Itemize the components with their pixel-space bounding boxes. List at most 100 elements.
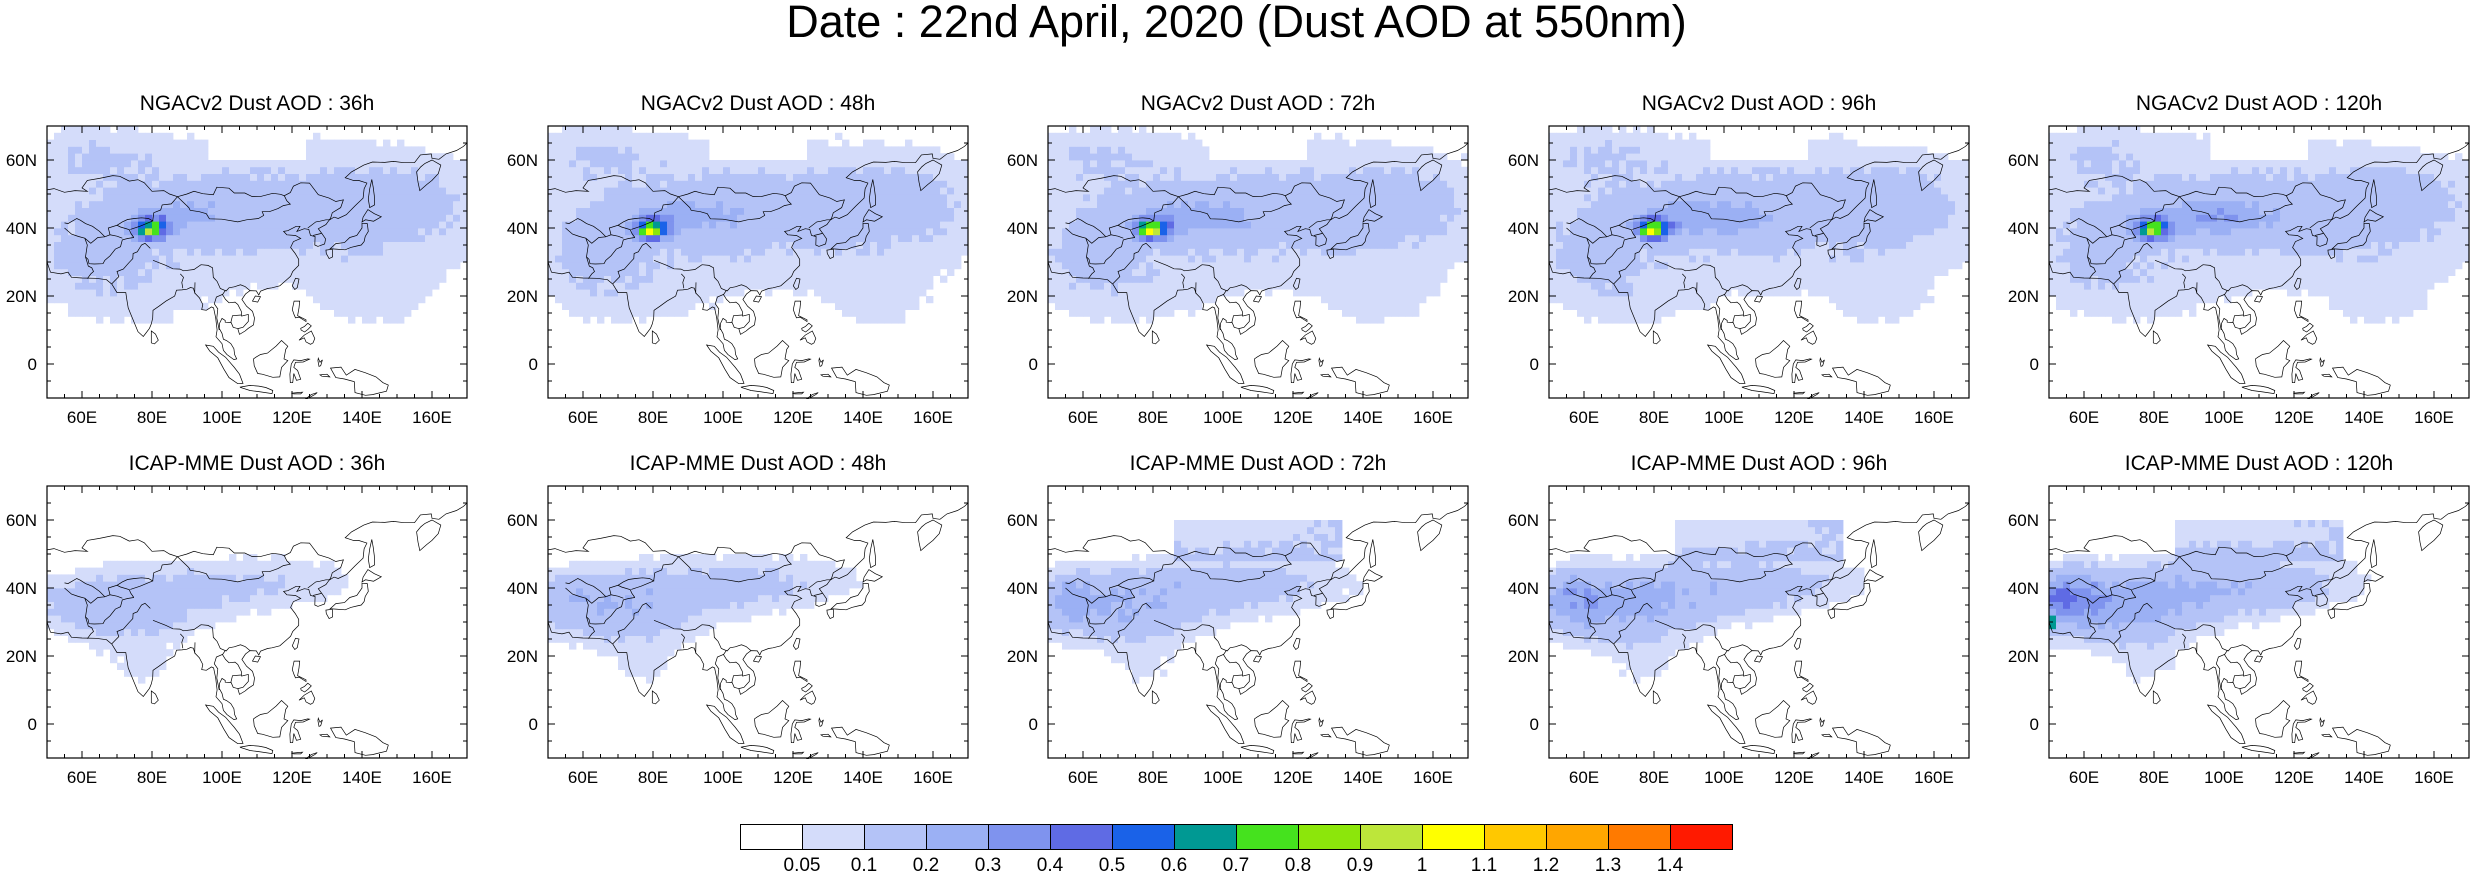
- panel-title: ICAP-MME Dust AOD : 72h: [1048, 452, 1468, 476]
- colorbar-swatch: [1546, 824, 1609, 850]
- island-outline: [832, 727, 890, 755]
- island-outline: [301, 323, 312, 332]
- island-outline: [1828, 609, 1835, 619]
- lat-tick-label: 20N: [6, 287, 37, 306]
- island-outline: [1241, 385, 1274, 393]
- island-outline: [1833, 367, 1891, 395]
- island-outline: [863, 570, 882, 582]
- lon-tick-label: 160E: [913, 408, 953, 427]
- island-outline: [2294, 661, 2308, 681]
- lon-tick-label: 80E: [638, 768, 668, 787]
- lat-tick-label: 60N: [2008, 151, 2039, 170]
- island-outline: [1300, 331, 1316, 344]
- island-outline: [1708, 705, 1745, 744]
- lon-tick-label: 140E: [843, 768, 883, 787]
- island-outline: [1369, 539, 1375, 567]
- island-outline: [2242, 745, 2275, 753]
- lon-tick-label: 160E: [2414, 768, 2454, 787]
- island-outline: [291, 752, 302, 754]
- lon-tick-label: 100E: [202, 408, 242, 427]
- island-outline: [320, 734, 330, 737]
- island-outline: [290, 719, 310, 743]
- island-outline: [1302, 683, 1313, 692]
- dust-aod-field: [2049, 126, 2469, 324]
- island-outline: [1291, 719, 1311, 743]
- lon-tick-label: 140E: [1844, 768, 1884, 787]
- island-outline: [291, 392, 302, 394]
- island-outline: [741, 385, 774, 393]
- lon-tick-label: 160E: [913, 768, 953, 787]
- country-border: [231, 315, 242, 323]
- colorbar-swatch: [1670, 824, 1733, 850]
- lon-tick-label: 60E: [2069, 768, 2099, 787]
- island-outline: [793, 301, 807, 321]
- island-outline: [1742, 745, 1775, 753]
- lon-tick-label: 120E: [2274, 408, 2314, 427]
- island-outline: [832, 367, 890, 395]
- country-border: [2224, 654, 2250, 688]
- island-outline: [1794, 301, 1808, 321]
- lon-tick-label: 120E: [272, 408, 312, 427]
- island-outline: [1822, 374, 1832, 377]
- island-outline: [791, 719, 811, 743]
- island-outline: [2256, 701, 2290, 738]
- island-outline: [1653, 691, 1660, 704]
- island-outline: [1794, 638, 1801, 649]
- lon-tick-label: 100E: [2204, 768, 2244, 787]
- island-outline: [2153, 331, 2160, 344]
- country-border: [231, 675, 242, 683]
- dust-aod-field: [548, 126, 968, 324]
- island-outline: [821, 734, 831, 737]
- lon-tick-label: 80E: [1138, 408, 1168, 427]
- colorbar-swatch: [988, 824, 1051, 850]
- lon-tick-label: 100E: [1704, 408, 1744, 427]
- island-outline: [1319, 358, 1324, 366]
- lon-tick-label: 140E: [843, 408, 883, 427]
- island-outline: [1418, 520, 1442, 551]
- country-border: [1232, 315, 1243, 323]
- island-outline: [2255, 296, 2263, 302]
- lon-tick-label: 120E: [1273, 768, 1313, 787]
- country-border: [732, 675, 743, 683]
- island-outline: [2320, 718, 2325, 726]
- island-outline: [331, 727, 389, 755]
- island-outline: [2328, 609, 2335, 619]
- island-outline: [1822, 734, 1832, 737]
- island-outline: [2333, 367, 2391, 395]
- panel-title: ICAP-MME Dust AOD : 48h: [548, 452, 968, 476]
- island-outline: [2294, 301, 2308, 321]
- lat-tick-label: 40N: [1007, 219, 1038, 238]
- island-outline: [1319, 718, 1324, 726]
- island-outline: [240, 385, 273, 393]
- dust-aod-field: [1549, 126, 1969, 324]
- lon-tick-label: 160E: [2414, 408, 2454, 427]
- island-outline: [869, 539, 875, 567]
- panel-title: NGACv2 Dust AOD : 36h: [47, 92, 467, 116]
- island-outline: [417, 520, 441, 551]
- island-outline: [2301, 331, 2317, 344]
- lon-tick-label: 120E: [2274, 768, 2314, 787]
- island-outline: [2320, 358, 2325, 366]
- island-outline: [292, 301, 306, 321]
- panel-title: ICAP-MME Dust AOD : 96h: [1549, 452, 1969, 476]
- lon-tick-label: 160E: [1413, 408, 1453, 427]
- island-outline: [1801, 691, 1817, 704]
- dust-aod-field: [47, 126, 467, 324]
- lon-tick-label: 80E: [1138, 768, 1168, 787]
- lon-tick-label: 80E: [1639, 768, 1669, 787]
- island-outline: [240, 745, 273, 753]
- lon-tick-label: 140E: [1343, 408, 1383, 427]
- island-outline: [2333, 727, 2391, 755]
- island-outline: [1254, 296, 1262, 302]
- island-outline: [326, 609, 333, 619]
- lon-tick-label: 100E: [1203, 408, 1243, 427]
